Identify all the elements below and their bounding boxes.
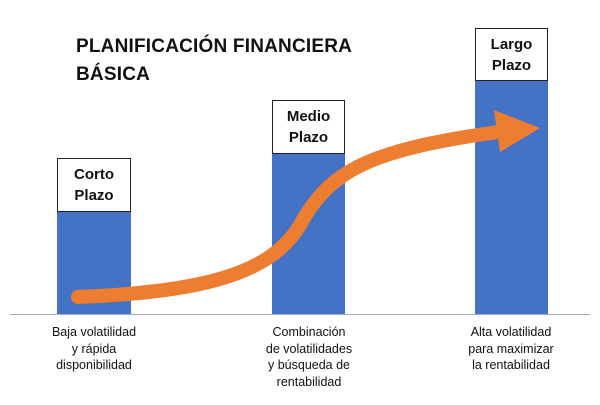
- medium-term-caption-line-3: y búsqueda de: [267, 358, 350, 372]
- medium-term-caption-line-1: Combinación: [272, 325, 346, 339]
- short-term-label-line-2: Plazo: [74, 187, 114, 204]
- long-term-label-line-2: Plazo: [491, 56, 532, 74]
- short-term-caption-line-1: Baja volatilidad: [51, 325, 137, 339]
- long-term-label: Largo Plazo: [475, 28, 548, 81]
- short-term-caption-line-2: y rápida: [71, 341, 117, 356]
- long-term-caption-line-1: Alta volatilidad: [470, 325, 552, 339]
- short-term-label: Corto Plazo: [57, 158, 131, 212]
- long-term-label-line-1: Largo: [490, 35, 533, 53]
- title-line-1: PLANIFICACIÓN FINANCIERA: [76, 36, 353, 57]
- short-term-caption-line-3: disponibilidad: [56, 358, 132, 372]
- long-term-caption-line-3: la rentabilidad: [472, 358, 550, 372]
- long-term-caption: Alta volatilidad para maximizar la renta…: [437, 324, 585, 374]
- long-term-caption-line-2: para maximizar: [468, 341, 554, 356]
- short-term-label-line-1: Corto: [74, 166, 114, 183]
- arrow-shaft: [71, 125, 505, 304]
- baseline: [10, 314, 590, 315]
- arrow-head: [494, 110, 540, 152]
- medium-term-caption-line-4: rentabilidad: [276, 374, 342, 389]
- medium-term-caption-line-2: de volatilidades: [265, 341, 353, 356]
- page-title: PLANIFICACIÓN FINANCIERA BÁSICA: [76, 33, 376, 89]
- medium-term-label-line-2: Plazo: [288, 129, 329, 146]
- short-term-caption: Baja volatilidad y rápida disponibilidad: [20, 324, 168, 374]
- medium-term-label-line-1: Medio: [286, 108, 331, 125]
- title-line-2: BÁSICA: [76, 64, 151, 85]
- medium-term-label: Medio Plazo: [272, 100, 345, 154]
- medium-term-caption: Combinación de volatilidades y búsqueda …: [235, 324, 383, 390]
